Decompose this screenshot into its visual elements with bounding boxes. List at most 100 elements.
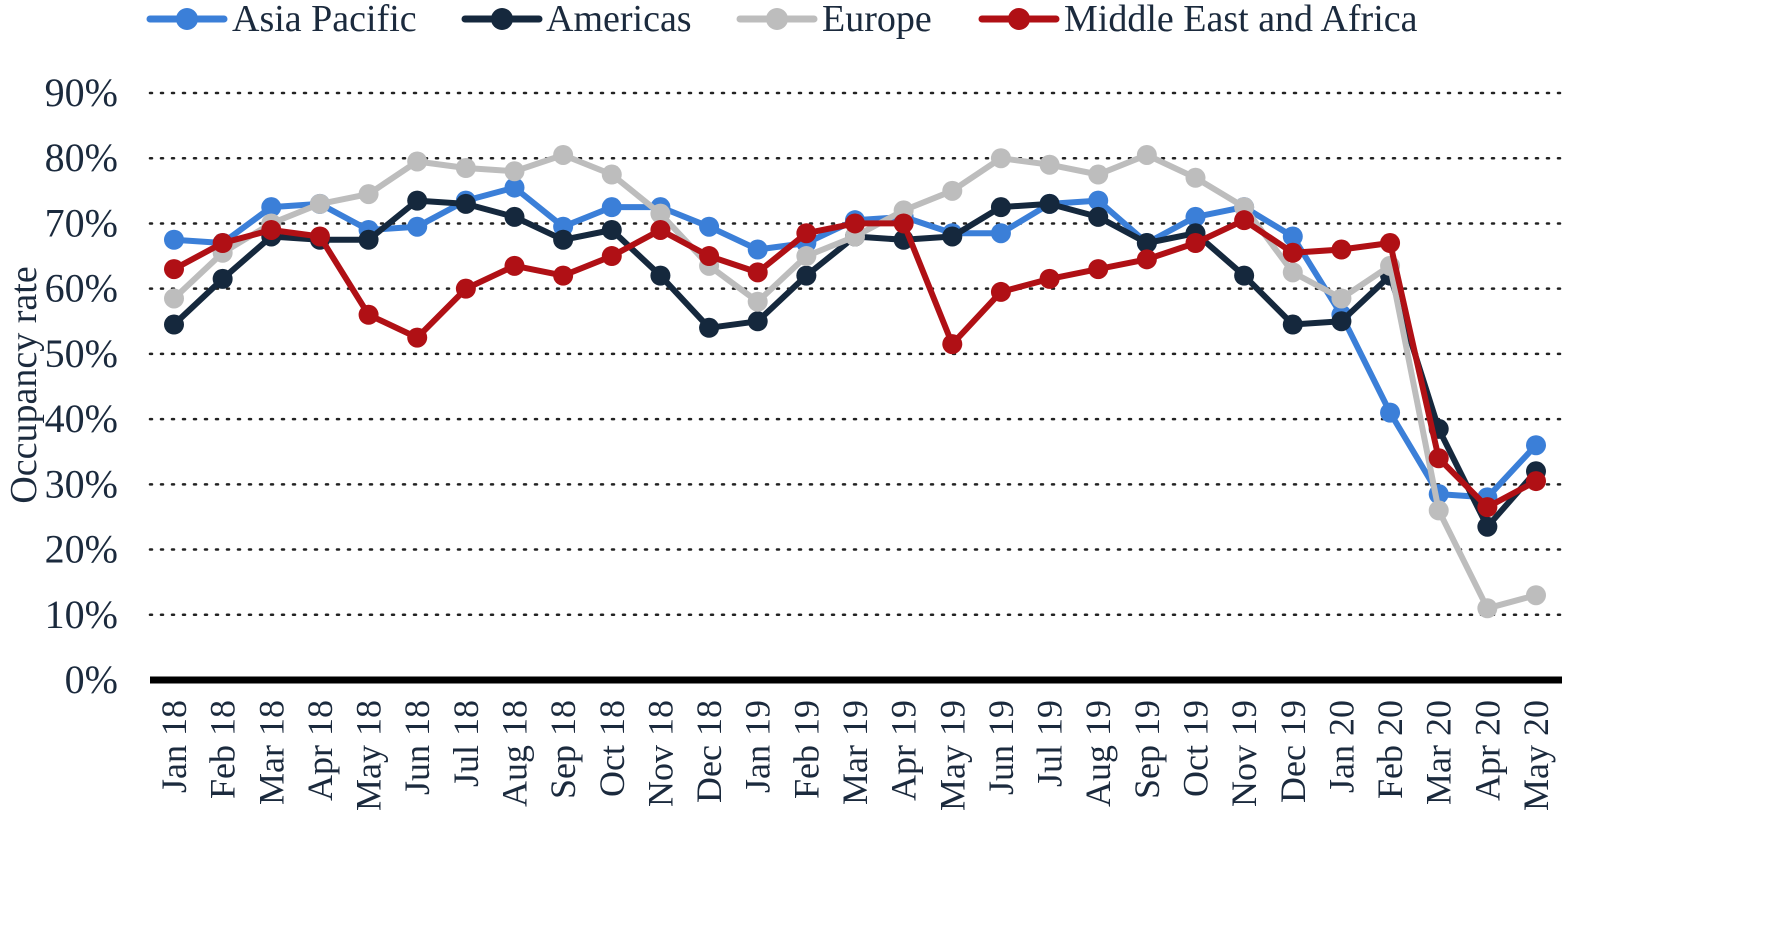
x-tick-label: Oct 19 [1176,700,1216,797]
series-middle-east-and-africa [164,210,1546,518]
data-point [990,223,1011,244]
legend-item: Europe [736,0,932,40]
data-point [1039,193,1060,214]
data-point [747,311,768,332]
data-point [164,259,184,280]
data-point [1282,242,1303,263]
data-point [796,265,817,286]
data-point [407,327,428,348]
data-point [553,229,574,250]
data-point [504,177,525,198]
data-point [699,216,720,237]
series-group [164,144,1546,619]
x-tick-label: May 20 [1516,700,1556,811]
data-point [164,314,184,335]
y-tick-label: 90% [45,70,118,115]
data-point [358,304,379,325]
data-point [1477,598,1498,619]
data-point [1234,265,1255,286]
data-point [601,164,622,185]
data-point [407,151,428,172]
legend-swatch-marker [491,8,513,30]
data-point [1477,497,1498,518]
x-axis: Jan 18 Feb 18 Mar 18 Apr 18 May 18 Jun 18 Jul … [150,676,1562,811]
x-tick-label: Feb 19 [786,700,826,799]
x-tick-label: Mar 19 [835,700,875,805]
data-point [1526,471,1546,492]
data-point [358,229,379,250]
data-point [164,288,184,309]
x-tick-label: Feb 18 [203,700,243,799]
data-point [261,197,282,218]
x-tick-label: Apr 20 [1467,700,1507,801]
data-point [504,161,525,182]
y-tick-label: 40% [45,396,118,441]
data-point [455,193,476,214]
data-point [1331,239,1352,260]
x-tick-label: Nov 19 [1224,700,1264,807]
x-tick-label: Jul 18 [446,700,486,787]
data-point [893,213,914,234]
data-point [747,262,768,283]
data-point [699,246,720,267]
data-point [1088,190,1109,211]
y-tick-label: 60% [45,266,118,311]
x-tick-label: Nov 18 [640,700,680,807]
x-tick-label: Jul 19 [1030,700,1070,787]
data-point [407,216,428,237]
gridlines [148,91,1564,617]
y-tick-label: 20% [45,527,118,572]
data-point [164,229,184,250]
data-point [1185,233,1206,254]
x-tick-label: Sep 18 [543,700,583,799]
y-tick-label: 10% [45,592,118,637]
series-line [171,217,1539,511]
x-tick-label: Aug 18 [495,700,535,807]
data-point [1088,259,1109,280]
data-point [1088,206,1109,227]
data-point [1039,154,1060,175]
data-point [845,213,865,234]
data-point [1282,314,1303,335]
data-point [942,180,963,201]
x-tick-label: Aug 19 [1078,700,1118,807]
data-point [1088,164,1109,185]
x-tick-label: May 19 [932,700,972,811]
legend-item: Middle East and Africa [978,0,1418,40]
data-point [212,233,233,254]
x-tick-label: May 18 [349,700,389,811]
legend-label: Europe [822,0,932,40]
x-tick-label: Jan 20 [1321,700,1361,793]
y-axis-title: Occupancy rate [3,266,45,503]
data-point [1380,402,1401,423]
data-point [1136,249,1157,270]
series-europe [164,144,1546,619]
data-point [990,148,1011,169]
data-point [796,223,817,244]
data-point [650,203,671,224]
data-point [358,184,379,205]
x-tick-label: Apr 19 [884,700,924,801]
x-tick-label: Jun 18 [397,700,437,795]
x-tick-label: Mar 20 [1419,700,1459,805]
legend-swatch-marker [176,8,198,30]
y-tick-label: 30% [45,461,118,506]
y-tick-label: 80% [45,135,118,180]
data-point [650,219,671,240]
data-point [1234,210,1255,231]
data-point [553,144,574,165]
x-tick-label: Jan 18 [154,700,194,793]
data-point [504,206,525,227]
x-tick-label: Mar 18 [251,700,291,805]
legend-item: Americas [461,0,692,40]
data-point [1136,233,1157,254]
data-point [455,158,476,179]
x-tick-label: Apr 18 [300,700,340,801]
x-tick-label: Dec 19 [1273,700,1313,803]
data-point [1039,268,1060,289]
x-tick-label: Jan 19 [738,700,778,793]
data-point [601,197,622,218]
data-point [650,265,671,286]
data-point [1526,435,1546,456]
